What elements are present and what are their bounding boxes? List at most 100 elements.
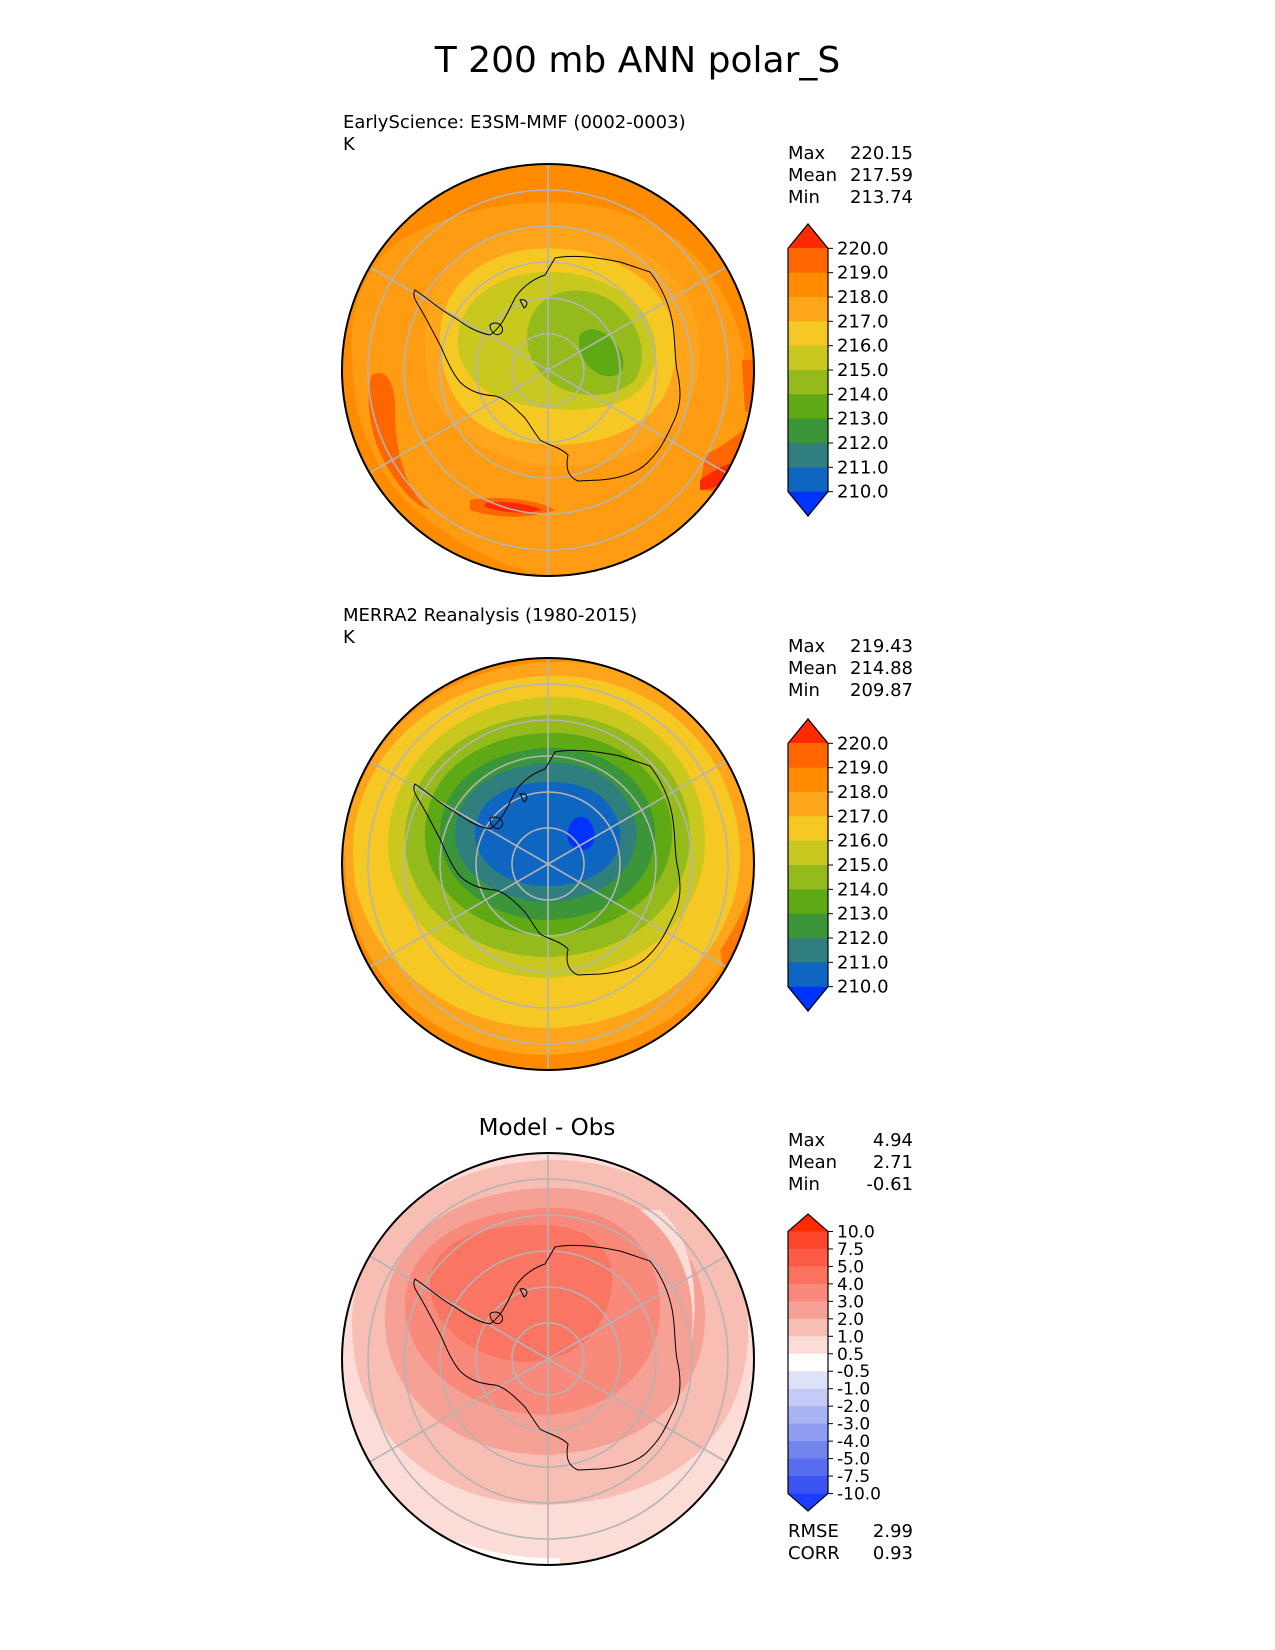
cbar2-bin [788,913,828,939]
cbar1-bin [788,248,828,274]
map3-field-east [640,1210,695,1350]
cbar3-bin [788,1406,828,1425]
panel3-mean-label: Mean [788,1152,838,1173]
cbar3-bin [788,1301,828,1320]
cbar3-bin [788,1371,828,1390]
cbar3-bin [788,1336,828,1355]
panel1-max-label: Max [788,143,826,164]
map2-coastline [413,749,681,976]
cbar3-extend-min [788,1493,828,1511]
cbar1-extend-max [788,224,828,249]
panel3-min-label: Min [788,1174,820,1195]
cbar3-bin [788,1283,828,1302]
cbar3-bin [788,1423,828,1442]
corr-label: CORR [788,1543,840,1564]
cbar1-bin [788,345,828,371]
cbar1-bin [788,272,828,298]
cbar3-tick-label: -5.0 [837,1450,870,1470]
cbar3-bin [788,1231,828,1250]
cbar1-bin [788,418,828,444]
cbar1-tick-label: 210.0 [837,482,889,503]
colorbar-model: 220.0 219.0 218.0 217.0 216.0 215.0 214.0 213.0… [787,223,889,517]
corr-value: 0.93 [872,1543,913,1564]
cbar1-tick-label: 219.0 [837,263,889,284]
map3-graticule [367,1153,729,1565]
cbar3-tick-label: -2.0 [837,1397,870,1417]
cbar2-tick-label: 214.0 [837,879,889,900]
map1-field-213 [578,329,624,377]
cbar2-bin [788,865,828,890]
map1-boundary [341,163,755,577]
map-diff [341,1152,755,1566]
panel3-max-value: 4.94 [872,1130,913,1151]
panel2-max-value: 219.43 [850,636,913,657]
cbar1-tick-label: 220.0 [837,238,889,259]
panel3-max-label: Max [788,1130,826,1151]
panel3-min-value: -0.61 [866,1174,913,1195]
cbar1-tick-label: 214.0 [837,384,889,405]
cbar2-bin [788,962,828,988]
cbar1-tick-label: 215.0 [837,360,889,381]
panel1-min-value: 213.74 [850,187,913,208]
cbar2-bin [788,816,828,842]
figure-title: T 200 mb ANN polar_S [434,40,841,81]
cbar2-bin [788,743,828,769]
colorbar-diff: 10.07.55.04.03.02.01.00.5-0.5-1.0-2.0-3.… [787,1213,881,1512]
cbar1-bin [788,467,828,493]
cbar3-bin [788,1248,828,1267]
cbar2-tick-label: 213.0 [837,904,889,925]
panel1-units: K [343,134,355,155]
cbar2-tick-label: 217.0 [837,806,889,827]
cbar3-bin [788,1266,828,1285]
cbar3-tick-label: 1.0 [837,1327,864,1347]
map1-warm-west [368,373,430,510]
panel2-units: K [343,627,355,648]
map3-coastline [413,1244,681,1471]
cbar3-tick-label: 4.0 [837,1275,864,1295]
cbar2-bin [788,767,828,793]
cbar3-tick-label: 0.5 [837,1345,864,1365]
map1-hot-south [485,501,542,513]
cbar2-tick-label: 216.0 [837,831,889,852]
cbar2-bin [788,840,828,866]
cbar3-bin [788,1388,828,1407]
cbar3-tick-label: -4.0 [837,1432,870,1452]
map3-boundary [341,1152,755,1566]
panel1-mean-label: Mean [788,165,838,186]
panel3-mean-value: 2.71 [872,1152,913,1173]
cbar2-tick-label: 220.0 [837,733,889,754]
cbar3-bin [788,1441,828,1460]
cbar3-tick-label: 7.5 [837,1240,864,1260]
panel3-title: Model - Obs [478,1115,616,1141]
cbar2-tick-label: 211.0 [837,952,889,973]
cbar3-tick-label: -7.5 [837,1467,870,1487]
rmse-value: 2.99 [872,1521,913,1542]
map2-boundary [341,657,755,1071]
panel1-mean-value: 217.59 [850,165,913,186]
cbar1-bin [788,297,828,322]
colorbar-obs: 220.0 219.0 218.0 217.0 216.0 215.0 214.0 213.0… [787,718,889,1012]
panel1-title: EarlyScience: E3SM-MMF (0002-0003) [343,112,686,133]
panel1-min-label: Min [788,187,820,208]
cbar3-tick-label: -0.5 [837,1362,870,1382]
cbar1-bin [788,370,828,395]
panel2-mean-value: 214.88 [850,658,913,679]
cbar3-bin [788,1318,828,1337]
cbar1-tick-label: 211.0 [837,457,889,478]
cbar2-bin [788,938,828,963]
cbar3-bin [788,1353,828,1372]
panel2-max-label: Max [788,636,826,657]
cbar2-bin [788,889,828,915]
panel2-min-label: Min [788,680,820,701]
panel1-max-value: 220.15 [850,143,913,164]
cbar1-tick-label: 212.0 [837,433,889,454]
cbar2-tick-label: 210.0 [837,977,889,998]
cbar2-extend-max [788,719,828,744]
cbar3-tick-label: 2.0 [837,1310,864,1330]
map-obs [341,657,755,1071]
cbar3-tick-label: 5.0 [837,1257,864,1277]
panel2-mean-label: Mean [788,658,838,679]
panel2-title: MERRA2 Reanalysis (1980-2015) [343,605,638,626]
cbar3-tick-label: -1.0 [837,1380,870,1400]
